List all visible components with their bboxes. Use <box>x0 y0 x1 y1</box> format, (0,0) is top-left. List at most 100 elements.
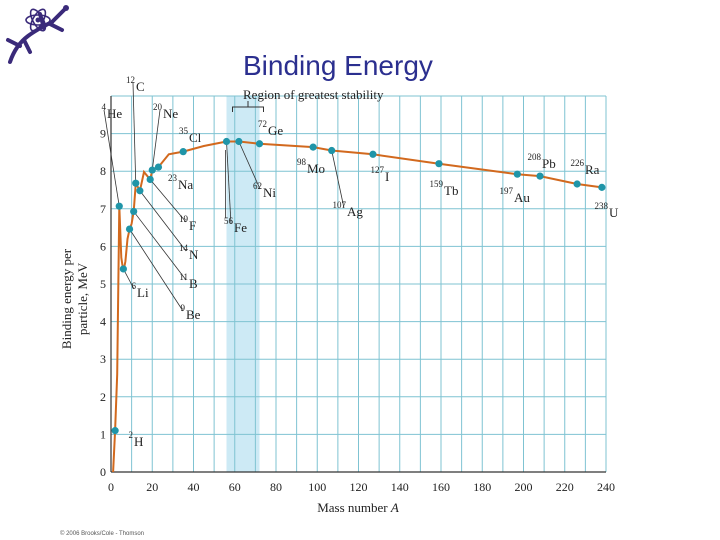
slide-title: Binding Energy <box>243 50 433 81</box>
x-tick-label: 100 <box>308 480 326 494</box>
x-tick-label: 200 <box>515 480 533 494</box>
mass-number-label: 62 <box>253 181 262 191</box>
data-point-f <box>146 175 154 184</box>
y-tick-label: 4 <box>100 315 106 329</box>
data-point-c <box>132 179 140 187</box>
data-point-i <box>369 150 377 158</box>
element-label-mo: Mo <box>307 161 325 176</box>
element-label-tb: Tb <box>444 183 458 198</box>
element-label-c: C <box>136 79 145 94</box>
mass-number-label: 208 <box>528 152 542 162</box>
leader-line <box>123 268 135 290</box>
data-point-au <box>513 170 521 178</box>
mass-number-label: 238 <box>595 201 609 211</box>
stability-bracket <box>225 101 264 218</box>
x-tick-label: 180 <box>473 480 491 494</box>
y-tick-label: 9 <box>100 127 106 141</box>
leader-line <box>132 82 137 184</box>
copyright-notice: © 2006 Brooks/Cole - Thomson <box>60 531 145 537</box>
leader-line <box>151 109 161 171</box>
mass-number-label: 72 <box>258 119 267 129</box>
element-label-au: Au <box>514 190 530 205</box>
leader-line <box>139 190 187 252</box>
data-point-u <box>598 183 606 191</box>
element-label-n: N <box>189 247 199 262</box>
data-point-cl <box>179 148 187 156</box>
y-tick-label: 6 <box>100 239 106 253</box>
x-tick-label: 80 <box>270 480 282 494</box>
x-tick-label: 0 <box>108 480 114 494</box>
element-label-na: Na <box>178 177 193 192</box>
x-axis-label: Mass number A <box>317 500 399 515</box>
x-tick-label: 20 <box>146 480 158 494</box>
data-point-fe <box>222 137 231 146</box>
mass-number-label: 159 <box>430 179 444 189</box>
data-point-be <box>125 225 134 233</box>
element-label-fe: Fe <box>234 220 247 235</box>
chart-tick-labels: 0 20 40 60 80 100 120 140 160 180 200 220 2400123456… <box>100 127 615 494</box>
mass-number-label: 23 <box>168 173 178 183</box>
mass-number-label: 197 <box>500 186 514 196</box>
y-tick-label: 8 <box>100 164 106 178</box>
mass-number-label: 2 <box>129 430 134 440</box>
element-label-b: B <box>189 276 198 291</box>
data-point-tb <box>435 160 443 168</box>
y-tick-label: 7 <box>100 202 106 216</box>
leader-line <box>331 150 345 209</box>
element-label-pb: Pb <box>542 156 556 171</box>
x-tick-label: 60 <box>229 480 241 494</box>
leader-line <box>238 141 261 190</box>
element-label-ra: Ra <box>585 162 600 177</box>
mass-number-label: 20 <box>153 102 163 112</box>
mass-number-label: 98 <box>297 157 307 167</box>
mass-number-label: 107 <box>333 200 347 210</box>
y-axis-label-line-2: particle, MeV <box>75 262 90 335</box>
mass-number-label: 12 <box>126 75 135 85</box>
data-points <box>111 137 606 435</box>
data-point-ni <box>235 137 243 146</box>
element-label-h: H <box>134 434 143 449</box>
leader-line <box>226 141 232 225</box>
data-point-ra <box>573 180 581 188</box>
y-tick-label: 0 <box>100 465 106 479</box>
data-point-b <box>130 207 138 216</box>
leader-line <box>129 228 184 312</box>
element-label-he: He <box>107 106 122 121</box>
x-tick-label: 140 <box>391 480 409 494</box>
mass-number-label: 9 <box>181 303 186 313</box>
element-label-ne: Ne <box>163 106 178 121</box>
element-label-li: Li <box>137 285 149 300</box>
x-tick-label: 240 <box>597 480 615 494</box>
y-axis-label-line-1: Binding energy per <box>59 248 74 349</box>
data-point-h <box>111 427 119 435</box>
x-tick-label: 160 <box>432 480 450 494</box>
y-tick-label: 3 <box>100 352 106 366</box>
y-tick-label: 1 <box>100 427 106 441</box>
data-point-ag <box>328 146 336 155</box>
element-label-cl: Cl <box>189 130 202 145</box>
element-label-ag: Ag <box>347 204 363 219</box>
data-point-ne <box>148 166 156 174</box>
x-tick-label: 40 <box>188 480 200 494</box>
mass-number-label: 127 <box>371 165 385 175</box>
mass-number-label: 4 <box>102 102 107 112</box>
data-point-n <box>136 187 144 195</box>
leader-line <box>133 211 187 281</box>
element-label-ge: Ge <box>268 123 283 138</box>
lizard-atom-logo-icon <box>0 0 72 72</box>
leader-line <box>103 109 120 207</box>
element-label-f: F <box>189 218 196 233</box>
mass-number-label: 19 <box>179 214 189 224</box>
y-tick-label: 2 <box>100 390 106 404</box>
leader-line <box>149 179 187 223</box>
x-tick-label: 120 <box>350 480 368 494</box>
mass-number-label: 6 <box>132 281 137 291</box>
element-label-i: I <box>385 169 389 184</box>
mass-number-label: 35 <box>179 126 189 136</box>
x-tick-label: 220 <box>556 480 574 494</box>
element-label-ni: Ni <box>263 185 276 200</box>
y-tick-label: 5 <box>100 277 106 291</box>
data-point-he <box>115 202 123 210</box>
